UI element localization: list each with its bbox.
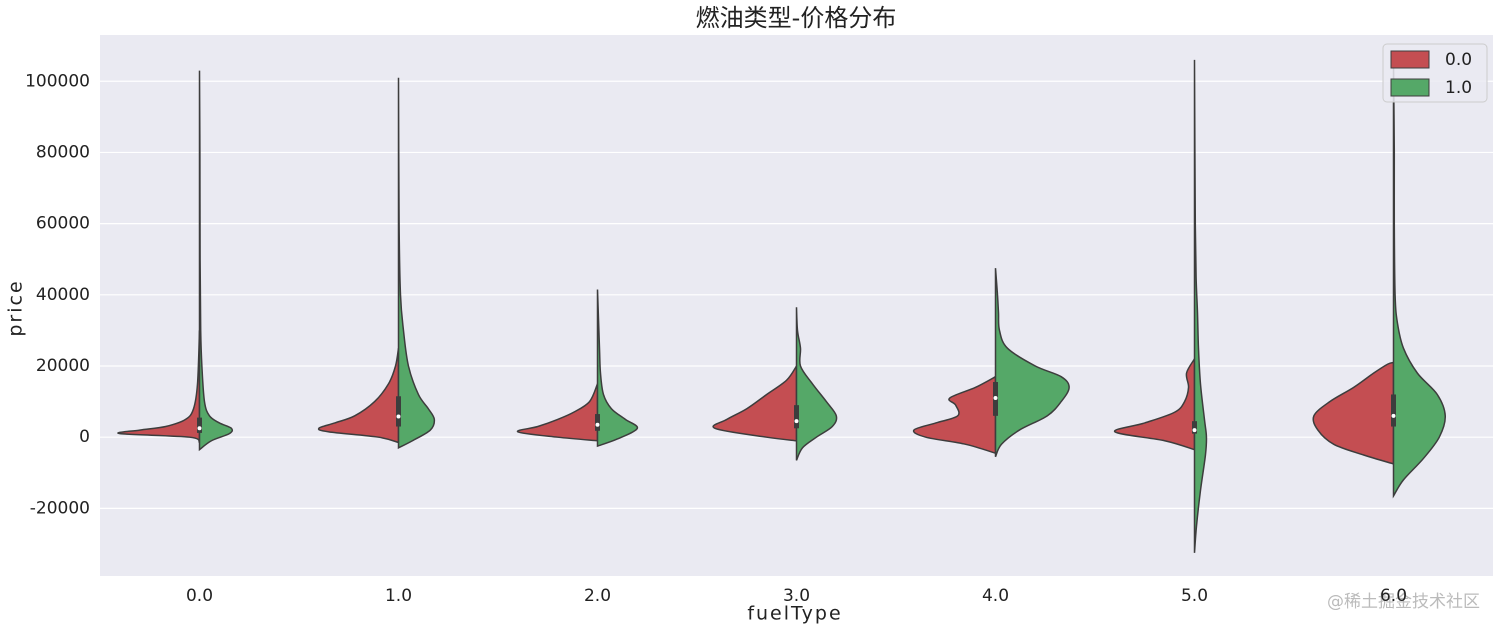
- x-tick-label: 1.0: [385, 586, 412, 606]
- y-tick-label: 80000: [36, 142, 90, 162]
- x-tick-label: 6.0: [1380, 586, 1407, 606]
- violin-half: [516, 383, 599, 442]
- violin-half: [912, 375, 997, 455]
- violin-half: [1114, 356, 1196, 451]
- y-tick-label: -20000: [30, 498, 90, 518]
- median-dot: [197, 426, 202, 431]
- legend-swatch: [1390, 50, 1430, 69]
- x-tick-label: 4.0: [982, 586, 1009, 606]
- violin-half: [198, 70, 234, 452]
- plot-background: [100, 35, 1493, 576]
- y-tick-label: 60000: [36, 214, 90, 234]
- violin-half: [712, 363, 798, 442]
- y-axis-label: price: [5, 279, 27, 336]
- quartile-box: [1391, 394, 1396, 427]
- chart-title: 燃油类型-价格分布: [696, 4, 897, 32]
- y-tick-label: 100000: [25, 71, 90, 91]
- legend-label: 1.0: [1445, 78, 1472, 98]
- quartile-box: [794, 405, 799, 429]
- quartile-box: [396, 396, 401, 427]
- violin-half: [1392, 63, 1446, 499]
- x-tick-label: 0.0: [186, 586, 213, 606]
- quartile-box: [197, 417, 202, 433]
- x-tick-label: 5.0: [1181, 586, 1208, 606]
- x-tick-label: 2.0: [584, 586, 611, 606]
- legend-label: 0.0: [1445, 50, 1472, 70]
- legend: 0.01.0: [1382, 43, 1488, 103]
- y-tick-label: 0: [79, 427, 90, 447]
- legend-swatch: [1390, 78, 1430, 97]
- violin-half: [795, 307, 838, 461]
- watermark: @稀土掘金技术社区: [1327, 592, 1480, 612]
- y-tick-label: 20000: [36, 356, 90, 376]
- violin-half: [994, 268, 1070, 458]
- median-dot: [993, 396, 998, 401]
- x-tick-label: 3.0: [783, 586, 810, 606]
- violin-half: [1193, 59, 1208, 553]
- violin-half: [117, 330, 201, 444]
- median-dot: [1391, 413, 1396, 418]
- violin-half: [1312, 361, 1395, 465]
- violin-half: [397, 77, 436, 450]
- quartile-box: [1192, 421, 1197, 434]
- median-dot: [794, 419, 799, 424]
- quartile-box: [595, 414, 600, 431]
- median-dot: [595, 422, 600, 427]
- median-dot: [1192, 428, 1197, 433]
- x-axis-label: fuelType: [747, 603, 842, 625]
- violin-half: [596, 289, 639, 448]
- y-tick-label: 40000: [36, 285, 90, 305]
- median-dot: [396, 414, 401, 419]
- violin-half: [317, 348, 400, 444]
